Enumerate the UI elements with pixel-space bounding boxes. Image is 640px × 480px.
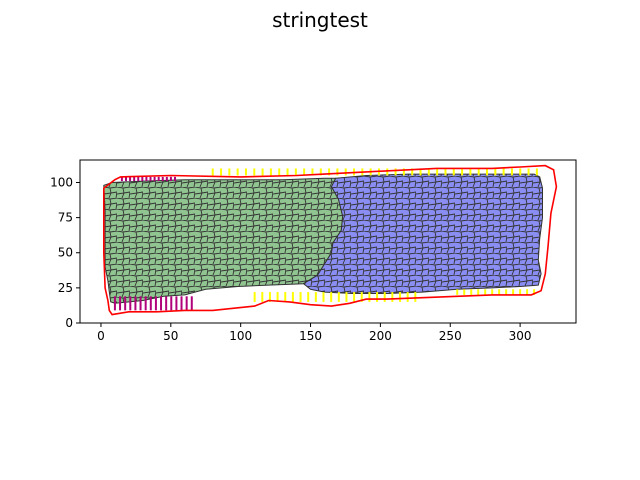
y-tick-label-0: 0: [65, 316, 73, 330]
x-tick-label-150: 150: [299, 329, 322, 343]
region-1-cells: [303, 174, 543, 294]
outline-path: [103, 164, 558, 316]
chart-title: stringtest: [272, 8, 368, 32]
x-tick-label-50: 50: [163, 329, 178, 343]
region-0-cells: [103, 178, 343, 304]
y-tick-label-25: 25: [58, 281, 73, 295]
y-tick-label-50: 50: [58, 246, 73, 260]
plot-frame: [79, 159, 577, 324]
y-tick-label-75: 75: [58, 211, 73, 225]
axes: 0 50 100 150 200 250 300 0 25 50 75 100: [50, 175, 531, 343]
tissue-outline: [103, 164, 558, 316]
x-tick-label-250: 250: [439, 329, 462, 343]
boundary-markers: [113, 168, 538, 311]
x-tick-label-300: 300: [509, 329, 532, 343]
x-tick-label-0: 0: [97, 329, 105, 343]
x-tick-label-200: 200: [369, 329, 392, 343]
cell-regions: [103, 173, 543, 304]
y-tick-label-100: 100: [50, 175, 73, 189]
x-tick-label-100: 100: [229, 329, 252, 343]
